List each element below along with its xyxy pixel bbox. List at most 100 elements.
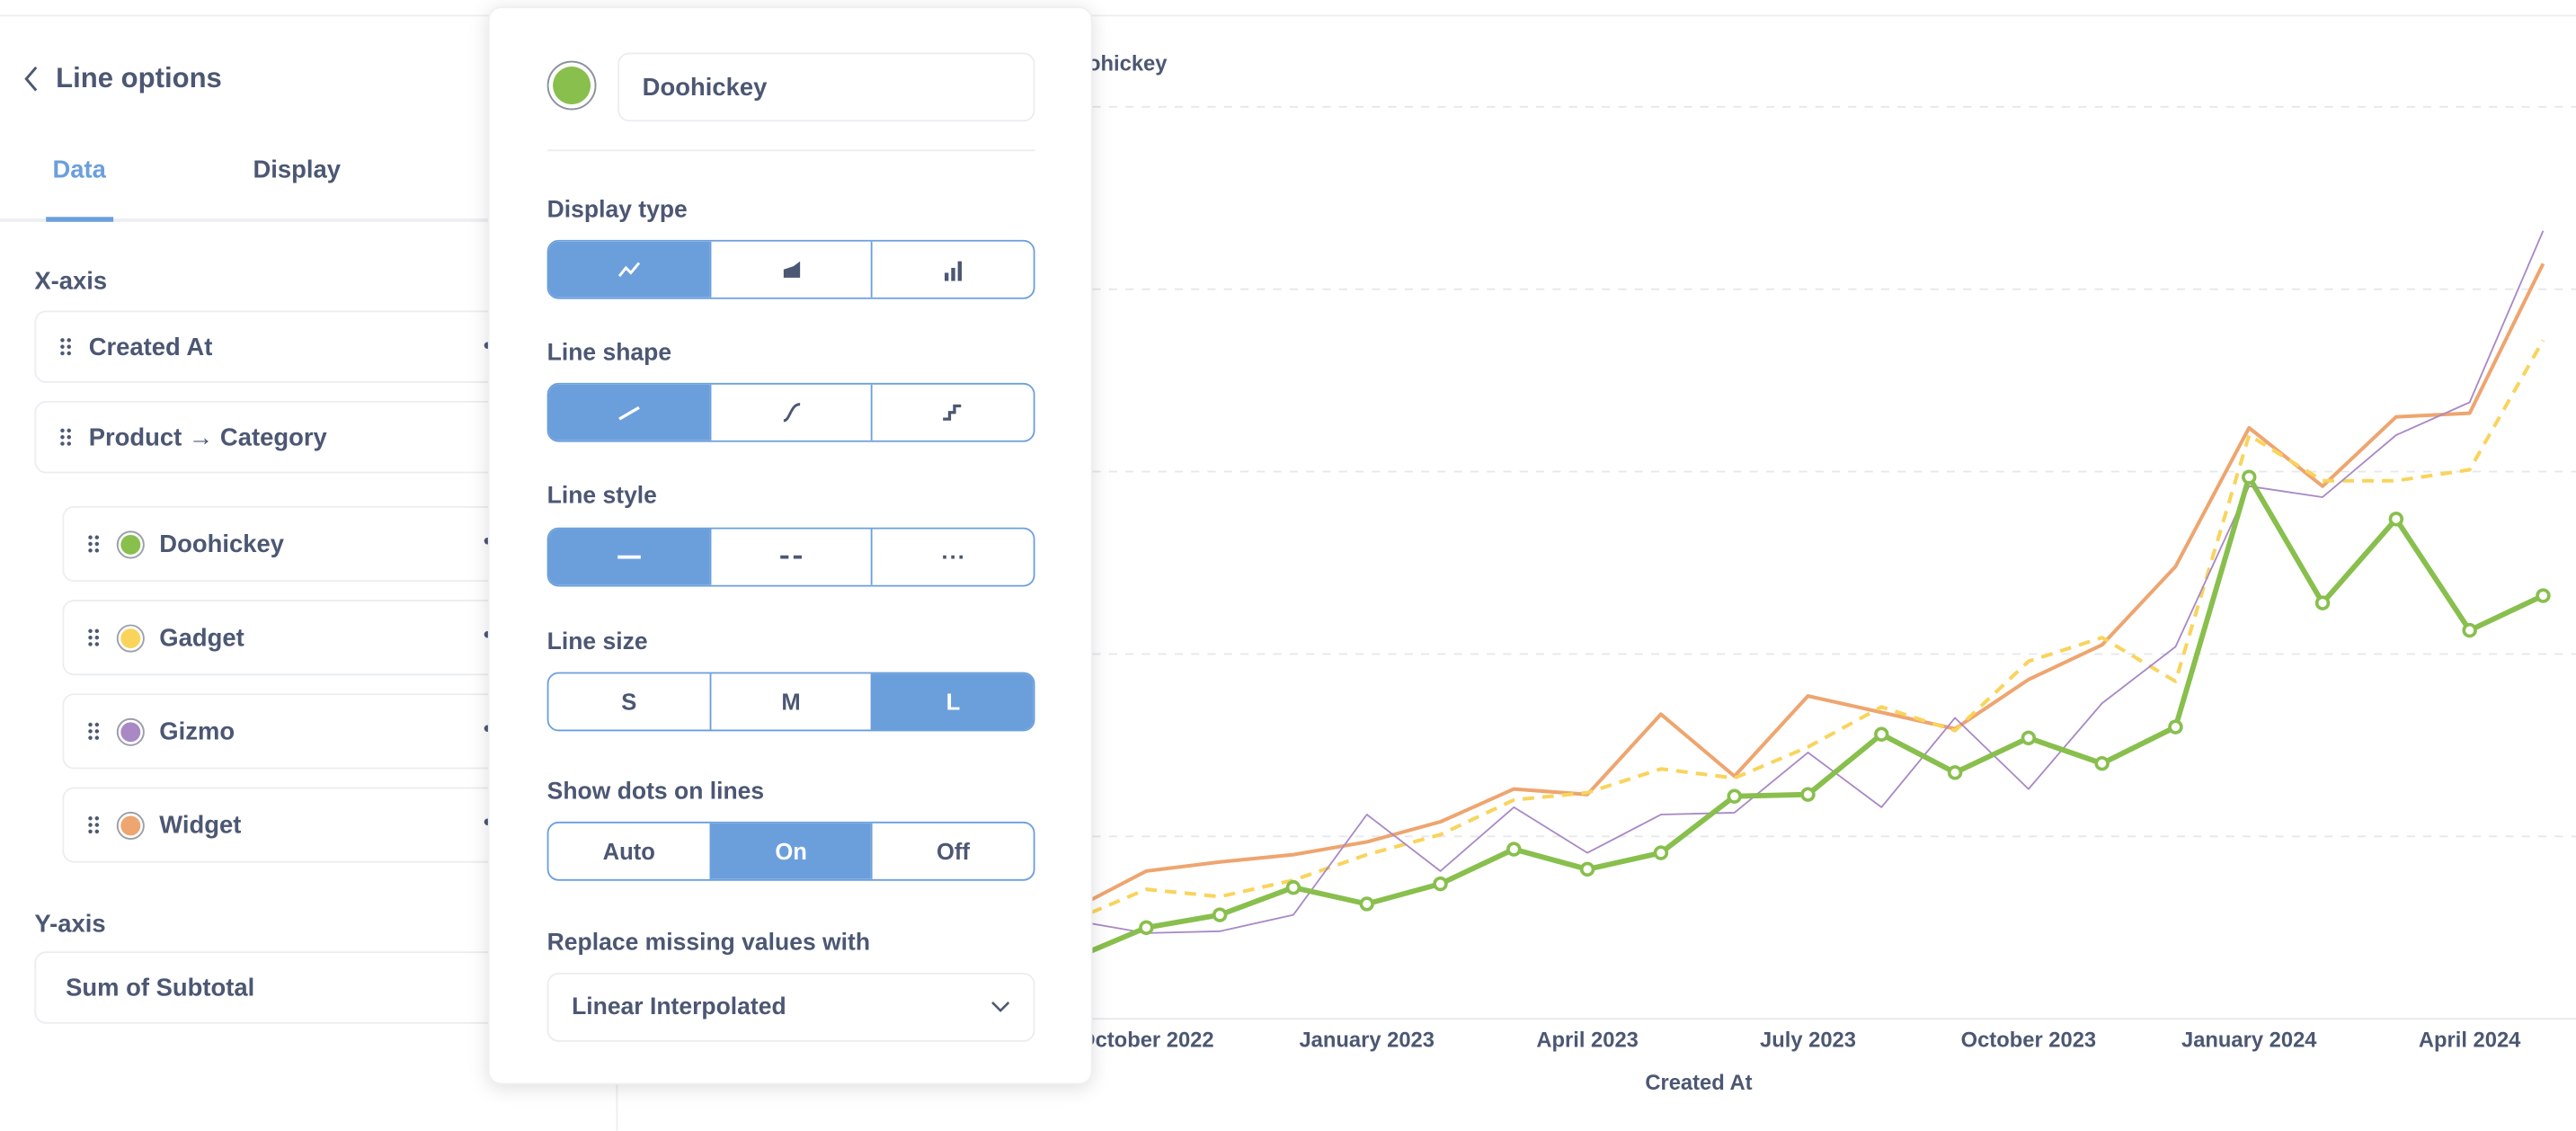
series-line-gadget (1071, 339, 2545, 922)
tab-display[interactable]: Display (253, 156, 342, 184)
x-tick-label: January 2024 (2181, 1028, 2317, 1052)
dotted-line-icon (943, 555, 965, 559)
line-shape-toggle (546, 382, 1035, 442)
line-style-dashed[interactable] (709, 529, 871, 585)
data-point (2168, 719, 2183, 735)
drag-handle-icon[interactable] (86, 815, 101, 835)
tab-data[interactable]: Data (46, 156, 112, 222)
display-type-area[interactable] (709, 241, 871, 298)
data-point (2242, 469, 2257, 485)
chevron-down-icon (991, 1002, 1010, 1012)
line-style-dotted[interactable] (871, 529, 1033, 585)
panel-title: Line options (56, 62, 222, 94)
select-value: Linear Interpolated (572, 993, 786, 1021)
series-line-gizmo (1072, 230, 2545, 934)
series-label: Widget (159, 811, 242, 840)
series-color-swatch[interactable] (116, 623, 145, 652)
display-type-label: Display type (546, 197, 688, 224)
line-size-toggle: S M L (546, 672, 1035, 732)
line-size-m[interactable]: M (709, 673, 871, 730)
data-point (1433, 876, 1448, 892)
missing-values-label: Replace missing values with (546, 930, 871, 957)
field-label: Sum of Subtotal (66, 973, 255, 1002)
show-dots-on[interactable]: On (709, 823, 872, 879)
show-dots-auto[interactable]: Auto (602, 838, 655, 865)
chevron-left-icon (24, 66, 38, 92)
y-axis-field[interactable]: Sum of Subtotal (34, 951, 528, 1024)
data-point (1506, 842, 1522, 857)
line-size-l[interactable]: L (871, 673, 1034, 730)
dashed-line-icon (779, 555, 803, 559)
drag-handle-icon[interactable] (58, 427, 73, 448)
display-type-bar[interactable] (871, 241, 1033, 298)
data-point (1285, 879, 1301, 895)
line-shape-label: Line shape (546, 340, 672, 367)
x-axis-field-category[interactable]: Product → Category (34, 400, 528, 474)
line-shape-curved[interactable] (709, 384, 871, 441)
line-style-solid[interactable] (548, 529, 710, 585)
solid-line-icon (617, 555, 641, 559)
show-dots-label: Show dots on lines (546, 779, 765, 806)
field-label: Product → Category (88, 423, 327, 451)
data-point (2388, 512, 2404, 527)
data-point (2314, 595, 2331, 610)
line-style-toggle (546, 527, 1035, 587)
series-label: Gizmo (159, 717, 235, 745)
x-tick-label: April 2023 (1536, 1028, 1639, 1052)
data-point (1139, 920, 1154, 936)
drag-handle-icon[interactable] (86, 721, 101, 742)
display-type-toggle (546, 239, 1035, 299)
data-point (1579, 861, 1595, 877)
top-divider (0, 14, 2576, 17)
line-size-label: Line size (546, 629, 648, 656)
display-type-line[interactable] (548, 241, 710, 298)
data-point (1874, 726, 1889, 742)
drag-handle-icon[interactable] (58, 336, 73, 357)
tab-bar: Data Display (0, 153, 617, 222)
x-tick-label: October 2022 (1079, 1028, 1214, 1052)
data-point (1359, 896, 1374, 912)
show-dots-off[interactable]: Off (871, 823, 1033, 879)
data-point (1947, 765, 1963, 780)
series-label: Doohickey (159, 530, 284, 558)
series-row-widget[interactable]: Widget ••• (62, 787, 528, 863)
series-color-picker[interactable] (546, 60, 597, 111)
data-point (2462, 622, 2477, 638)
data-point (2536, 588, 2551, 603)
show-dots-toggle: Auto On Off (546, 821, 1035, 881)
divider (546, 149, 1035, 152)
data-point (2021, 730, 2037, 746)
area-chart-icon (782, 261, 800, 278)
data-point (1212, 907, 1228, 922)
line-size-s[interactable]: S (621, 688, 637, 716)
x-axis-field-created-at[interactable]: Created At ••• (34, 310, 528, 383)
series-name-input[interactable] (617, 52, 1035, 122)
data-point (1727, 788, 1742, 804)
missing-values-select[interactable]: Linear Interpolated (546, 973, 1035, 1042)
series-row-doohickey[interactable]: Doohickey ••• (62, 505, 528, 583)
drag-handle-icon[interactable] (86, 628, 101, 648)
data-point (1653, 845, 1669, 860)
straight-line-icon (617, 405, 640, 421)
line-shape-step[interactable] (871, 384, 1033, 441)
series-color-swatch[interactable] (116, 530, 145, 558)
data-point (2094, 755, 2110, 771)
x-axis-heading: X-axis (34, 267, 108, 297)
legend-item-doohickey: ohickey (1088, 52, 1168, 76)
back-button[interactable]: Line options (23, 62, 222, 95)
drag-handle-icon[interactable] (86, 534, 101, 554)
series-color-swatch[interactable] (116, 717, 145, 745)
x-tick-label: July 2023 (1760, 1028, 1856, 1052)
series-settings-popover: Display type Line shape Line style Line … (487, 6, 1093, 1085)
x-axis-title: Created At (1645, 1071, 1752, 1095)
line-shape-straight[interactable] (548, 384, 710, 441)
series-color-swatch[interactable] (116, 811, 145, 840)
series-row-gadget[interactable]: Gadget ••• (62, 600, 528, 676)
series-line-widget (1071, 263, 2545, 912)
bar-chart-icon (945, 260, 963, 281)
field-label: Created At (88, 333, 213, 361)
series-row-gizmo[interactable]: Gizmo ••• (62, 693, 528, 770)
x-tick-label: January 2023 (1299, 1028, 1435, 1052)
